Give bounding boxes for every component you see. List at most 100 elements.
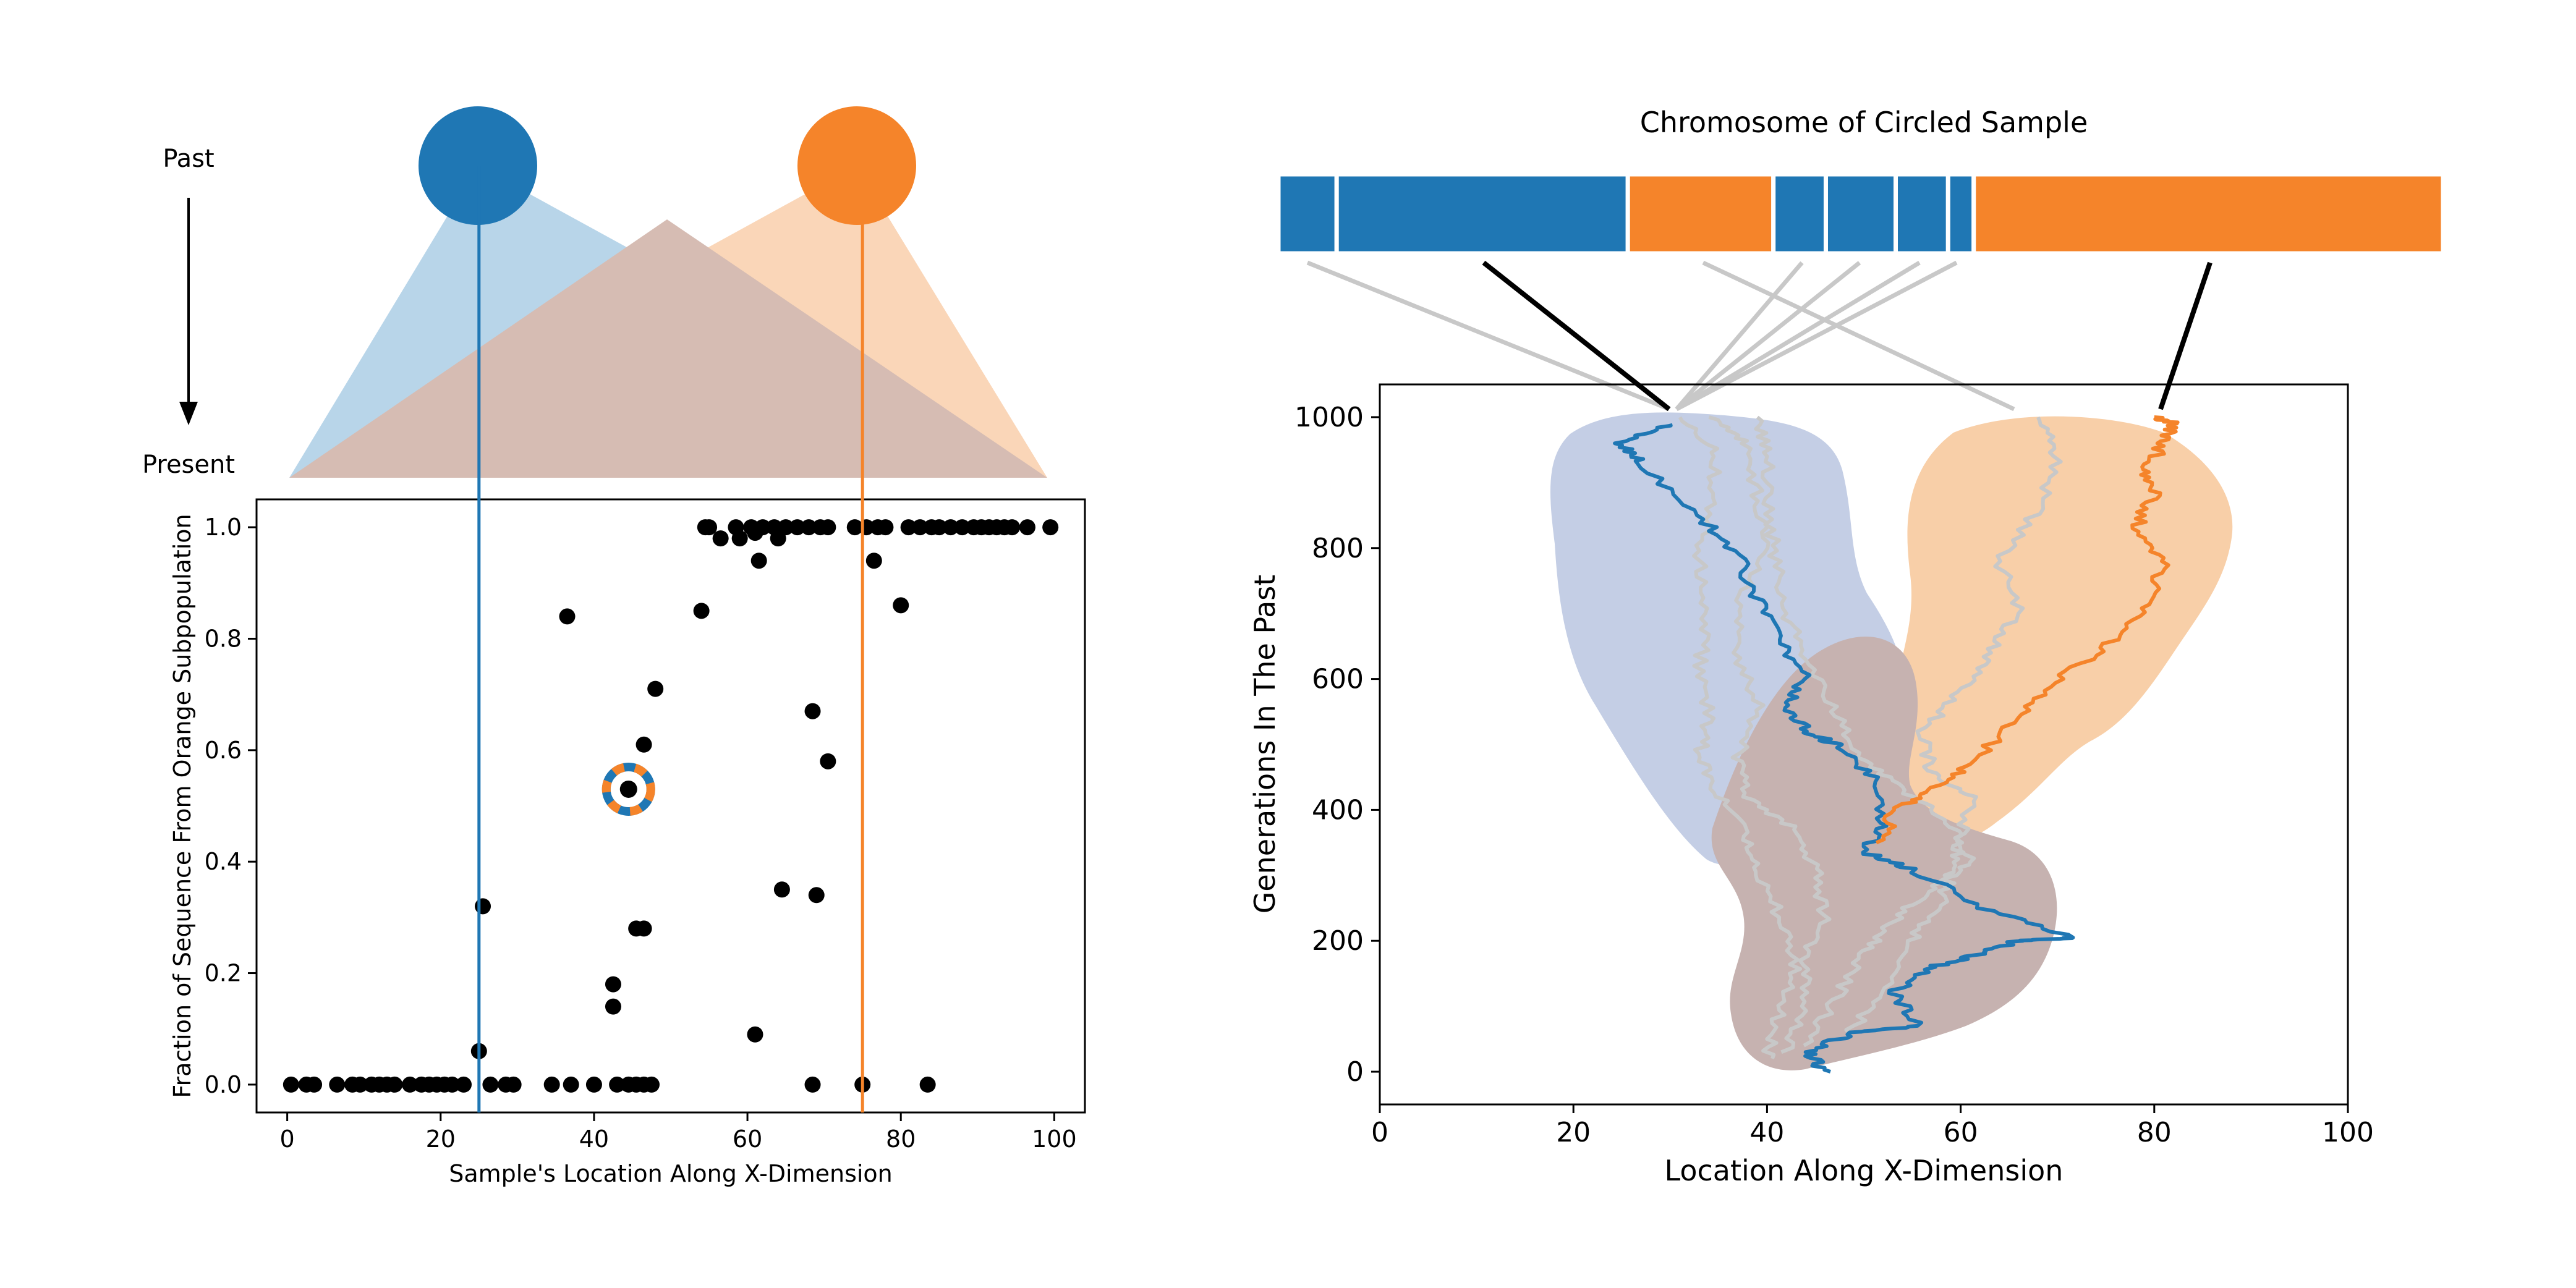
scatter-ytick-label: 1.0	[205, 514, 242, 541]
scatter-point	[804, 703, 821, 719]
scatter-plot-frame	[255, 498, 1086, 1114]
scatter-point	[750, 553, 767, 569]
chromosome-segment	[1625, 172, 1776, 256]
scatter-point	[1019, 519, 1035, 536]
scatter-point	[912, 519, 929, 536]
scatter-ytick-label: 0.8	[205, 625, 242, 652]
scatter-point	[329, 1076, 346, 1093]
scatter-point	[865, 553, 882, 569]
past-label: Past	[163, 145, 214, 173]
scatter-xtick-label: 0	[280, 1125, 295, 1153]
chromosome-connectors	[1306, 260, 2213, 412]
chromosome-segment	[1334, 172, 1630, 256]
lineage-xlabel: Location Along X-Dimension	[1665, 1154, 2064, 1187]
scatter-point	[808, 887, 825, 904]
scatter-point	[543, 1076, 560, 1093]
lineage-ytick-label: 800	[1312, 533, 1364, 564]
scatter-point	[1042, 519, 1059, 536]
source-location-lines	[477, 166, 864, 1112]
lineage-plot: 0 20 40 60 80 100 0 200 400 600 800 1000 Location …	[1248, 383, 2374, 1187]
scatter-point	[605, 998, 621, 1015]
scatter-point	[444, 1076, 461, 1093]
scatter-point	[728, 519, 744, 536]
scatter-point	[712, 530, 729, 547]
lineage-ytick-label: 0	[1346, 1056, 1364, 1088]
scatter-point	[475, 898, 491, 915]
scatter-point	[635, 920, 652, 937]
scatter-ytick-label: 0.4	[205, 848, 242, 875]
scatter-point	[701, 519, 718, 536]
lineage-clouds	[1550, 412, 2233, 1070]
lineage-xtick-label: 40	[1749, 1117, 1784, 1148]
grey-lineage-path	[1844, 416, 2063, 1041]
lineage-ytick-label: 200	[1312, 925, 1364, 957]
lineage-xtick-label: 20	[1556, 1117, 1591, 1148]
scatter-point	[919, 1076, 936, 1093]
orange-source-deme	[797, 106, 916, 225]
scatter-point	[846, 519, 863, 536]
scatter-xtick-label: 20	[426, 1125, 456, 1153]
chromosome-segment	[1771, 172, 1828, 256]
chromosome-segment	[1276, 172, 1339, 256]
lineage-x-ticks: 0 20 40 60 80 100	[1371, 1104, 2374, 1148]
scatter-point	[609, 1076, 626, 1093]
scatter-point	[801, 519, 817, 536]
scatter-ytick-label: 0.2	[205, 960, 242, 987]
scatter-point	[820, 519, 836, 536]
chromosome-segment	[1894, 172, 1950, 256]
scatter-points	[283, 519, 1059, 1093]
scatter-ylabel: Fraction of Sequence From Orange Subpopu…	[169, 514, 196, 1098]
lineage-ytick-label: 400	[1312, 794, 1364, 826]
chromosome-connector	[1675, 261, 1921, 411]
orange-lineage-path	[1875, 415, 2180, 845]
highlight-point	[619, 780, 637, 798]
scatter-point	[482, 1076, 499, 1093]
y-ticks: 0.0 0.2 0.4 0.6 0.8 1.0	[205, 514, 257, 1098]
scatter-point	[893, 597, 909, 614]
scatter-xtick-label: 80	[886, 1125, 916, 1153]
scatter-point	[402, 1076, 419, 1093]
lineage-xtick-label: 100	[2322, 1117, 2374, 1148]
scatter-point	[386, 1076, 403, 1093]
chromosome-bar	[1276, 172, 2446, 256]
chromosome-connector	[2158, 261, 2213, 410]
grey-lineage-path	[1708, 415, 1832, 1054]
lineage-paths	[1613, 415, 2180, 1074]
scatter-point	[605, 976, 621, 993]
scatter-point	[505, 1076, 522, 1093]
scatter-point	[754, 519, 771, 536]
x-ticks: 0 20 40 60 80 100	[280, 1112, 1077, 1153]
overlap-lineage-cloud	[1711, 637, 2057, 1070]
scatter-point	[942, 519, 959, 536]
lineage-xtick-label: 0	[1371, 1117, 1388, 1148]
present-label: Present	[142, 451, 235, 479]
circled-sample	[601, 762, 655, 816]
scatter-point	[1004, 519, 1021, 536]
scatter-ytick-label: 0.6	[205, 737, 242, 764]
blue-lineage-path	[1613, 423, 2075, 1074]
lineage-ylabel: Generations In The Past	[1248, 575, 1282, 914]
scatter-point	[773, 881, 790, 898]
scatter-point	[766, 519, 783, 536]
scatter-point	[647, 680, 664, 697]
lineage-xtick-label: 80	[2137, 1117, 2172, 1148]
lineage-y-ticks: 0 200 400 600 800 1000	[1294, 402, 1380, 1088]
scatter-plot: 0 20 40 60 80 100 0.0 0.2 0.4 0.6 0.8 1.0 Sample's…	[169, 498, 1086, 1187]
scatter-point	[283, 1076, 299, 1093]
scatter-point	[693, 603, 710, 619]
scatter-point	[635, 736, 652, 753]
highlight-ring-orange	[601, 762, 655, 816]
time-arrow-head	[179, 402, 198, 425]
scatter-point	[789, 519, 806, 536]
scatter-point	[563, 1076, 579, 1093]
scatter-point	[778, 519, 794, 536]
scatter-xtick-label: 100	[1032, 1125, 1077, 1153]
chromosome-segment	[1823, 172, 1898, 256]
scatter-point	[877, 519, 894, 536]
scatter-point	[585, 1076, 602, 1093]
scatter-point	[804, 1076, 821, 1093]
scatter-xlabel: Sample's Location Along X-Dimension	[449, 1160, 893, 1187]
chromosome-connector	[1675, 261, 1804, 411]
lineage-xtick-label: 60	[1944, 1117, 1978, 1148]
